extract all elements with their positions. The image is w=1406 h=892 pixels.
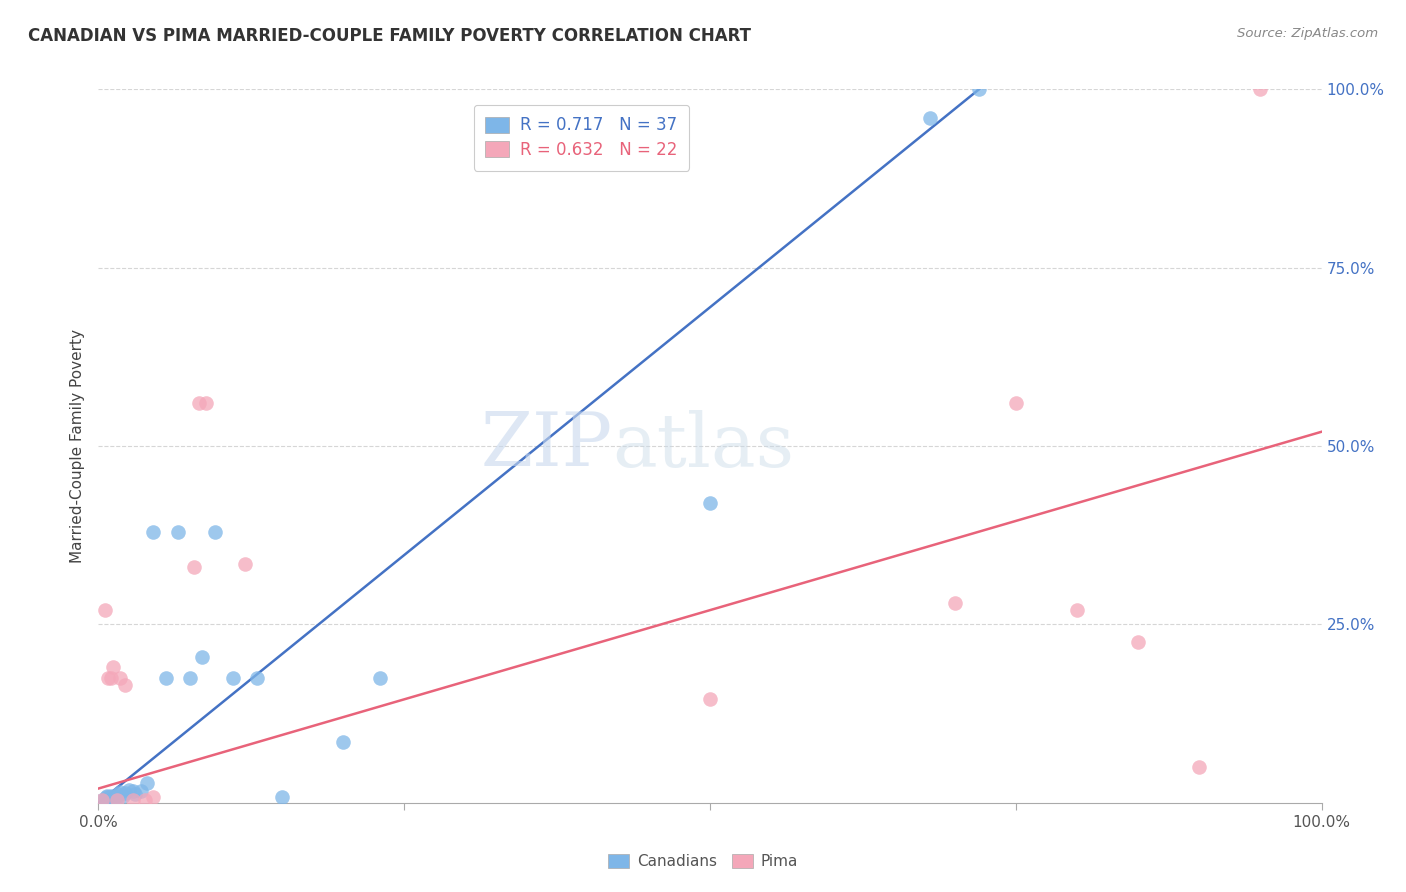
Point [233, 557, 256, 571]
Point [110, 785, 132, 799]
Point [91, 793, 114, 807]
Point [97, 791, 120, 805]
Point [100, 671, 122, 685]
Point [204, 524, 226, 539]
Point [107, 787, 129, 801]
Point [134, 793, 156, 807]
Point [1066, 603, 1088, 617]
Point [100, 789, 122, 803]
Point [167, 524, 190, 539]
Point [105, 793, 128, 807]
Point [195, 396, 218, 410]
Point [246, 671, 269, 685]
Point [191, 649, 214, 664]
Point [114, 678, 136, 692]
Point [93, 603, 115, 617]
Point [179, 671, 201, 685]
Point [920, 111, 942, 125]
Point [124, 787, 146, 801]
Point [103, 791, 125, 805]
Point [93, 791, 115, 805]
Point [121, 784, 143, 798]
Point [142, 790, 165, 805]
Point [1004, 396, 1026, 410]
Point [94, 790, 117, 805]
Point [600, 111, 623, 125]
Point [270, 790, 294, 805]
Point [136, 776, 159, 790]
Point [129, 784, 152, 798]
Point [101, 793, 124, 807]
Text: atlas: atlas [612, 409, 794, 483]
Point [1249, 82, 1271, 96]
Point [155, 671, 177, 685]
Point [699, 692, 721, 706]
Text: CANADIAN VS PIMA MARRIED-COUPLE FAMILY POVERTY CORRELATION CHART: CANADIAN VS PIMA MARRIED-COUPLE FAMILY P… [28, 27, 751, 45]
Point [943, 596, 966, 610]
Point [332, 735, 354, 749]
Point [101, 790, 124, 805]
Point [104, 789, 127, 803]
Legend: R = 0.717   N = 37, R = 0.632   N = 22: R = 0.717 N = 37, R = 0.632 N = 22 [474, 104, 689, 170]
Text: ZIP: ZIP [481, 409, 612, 483]
Point [114, 786, 136, 800]
Point [368, 671, 391, 685]
Point [222, 671, 245, 685]
Point [553, 111, 575, 125]
Point [1128, 635, 1150, 649]
Legend: Canadians, Pima: Canadians, Pima [602, 847, 804, 875]
Point [98, 790, 121, 805]
Point [1188, 760, 1211, 774]
Point [187, 396, 209, 410]
Point [91, 793, 114, 807]
Point [111, 789, 134, 803]
Point [105, 790, 128, 805]
Point [699, 496, 721, 510]
Y-axis label: Married-Couple Family Poverty: Married-Couple Family Poverty [70, 329, 86, 563]
Point [96, 789, 118, 803]
Point [110, 671, 132, 685]
Point [967, 82, 990, 96]
Point [121, 793, 143, 807]
Text: Source: ZipAtlas.com: Source: ZipAtlas.com [1237, 27, 1378, 40]
Point [183, 560, 205, 574]
Point [142, 524, 165, 539]
Point [97, 671, 120, 685]
Point [101, 660, 124, 674]
Point [118, 783, 141, 797]
